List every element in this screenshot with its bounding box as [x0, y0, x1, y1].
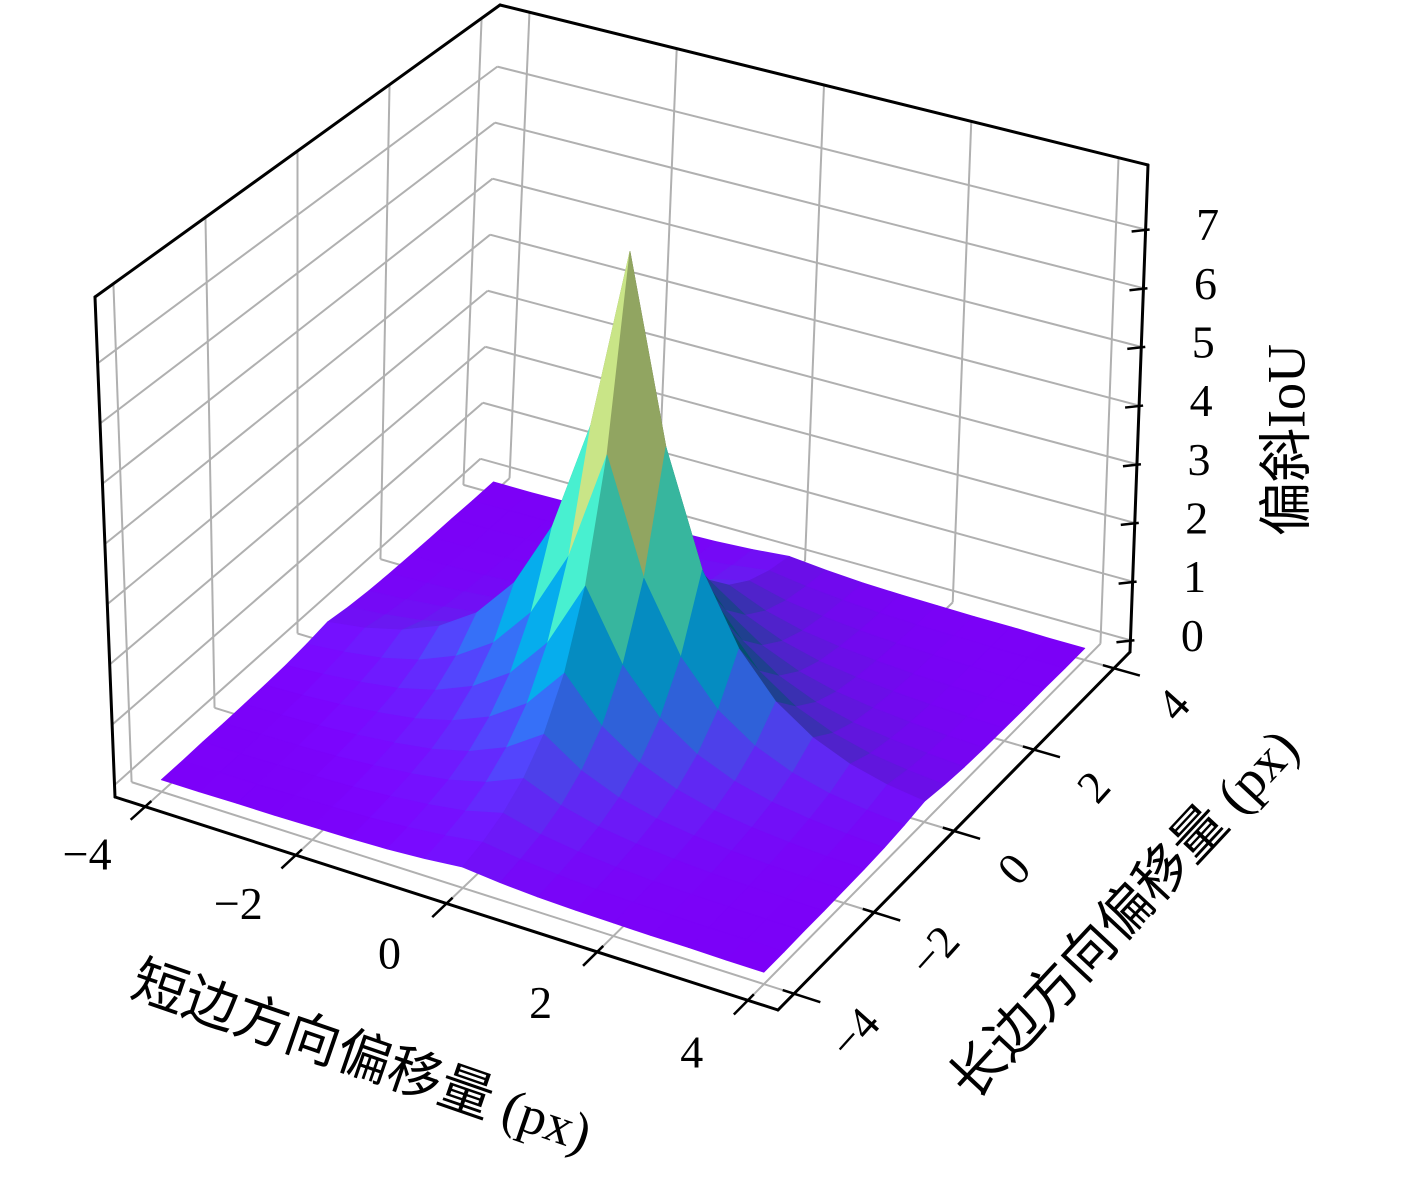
z-tick-label: 0: [1181, 610, 1204, 661]
z-tick-label: 3: [1187, 434, 1210, 485]
tick-mark: [582, 945, 605, 967]
tick-mark: [782, 988, 821, 1004]
surface-face: [725, 939, 785, 973]
x-tick-label: 4: [680, 1027, 703, 1078]
tick-mark: [129, 800, 153, 821]
z-tick-label: 5: [1192, 316, 1215, 367]
tick-mark: [732, 993, 755, 1016]
axis-line: [1128, 163, 1150, 654]
grid-line: [131, 781, 795, 995]
y-tick-label: 0: [987, 843, 1040, 894]
grid-line: [804, 84, 825, 562]
y-axis-label: 长边方向偏移量 (px): [938, 718, 1310, 1111]
tick-mark: [1122, 462, 1142, 468]
grid-line: [204, 217, 216, 708]
grid-line: [106, 289, 489, 606]
surface: [160, 251, 1086, 973]
tick-mark: [1131, 228, 1150, 233]
grid-line: [494, 121, 1144, 290]
grid-line: [111, 402, 484, 726]
z-tick-label: 7: [1196, 199, 1219, 250]
grid-line: [109, 345, 486, 666]
grid-line: [492, 177, 1142, 348]
grid-line: [487, 289, 1138, 466]
grid-line: [485, 345, 1136, 524]
y-tick-label: −2: [899, 916, 970, 987]
tick-mark: [1124, 404, 1144, 409]
tick-mark: [431, 896, 454, 919]
grid-line: [462, 18, 483, 485]
x-tick-label: 2: [529, 977, 552, 1028]
y-tick-label: −4: [819, 998, 890, 1069]
tick-mark: [1120, 521, 1139, 527]
grid-line: [112, 283, 133, 783]
grid-line: [113, 458, 482, 786]
z-tick-label: 2: [1185, 492, 1208, 543]
z-axis-label: 偏斜IoU: [1256, 344, 1316, 536]
tick-mark: [1118, 580, 1137, 585]
x-tick-label: −2: [214, 878, 263, 929]
tick-mark: [1022, 745, 1061, 759]
y-tick-label: 2: [1067, 761, 1120, 812]
z-tick-label: 4: [1190, 375, 1213, 426]
z-tick-label: 1: [1183, 551, 1206, 602]
axis-line: [498, 3, 1150, 167]
tick-mark: [942, 826, 981, 841]
grid-line: [489, 233, 1140, 407]
tick-mark: [1102, 663, 1141, 677]
x-tick-label: −4: [63, 828, 112, 879]
grid-line: [104, 233, 491, 545]
grid-line: [379, 84, 391, 560]
tick-mark: [1116, 639, 1135, 644]
x-tick-label: 0: [378, 928, 401, 979]
z-tick-label: 6: [1194, 258, 1217, 309]
grid-line: [101, 177, 494, 485]
tick-mark: [1127, 345, 1146, 351]
grid-line: [97, 65, 498, 365]
tick-mark: [1129, 286, 1148, 292]
grid-line: [99, 121, 496, 425]
grid-line: [508, 12, 531, 479]
grid-line: [951, 121, 973, 603]
x-axis-label: 短边方向偏移量 (px): [124, 950, 599, 1163]
grid-line: [497, 65, 1146, 231]
grid-line: [1099, 157, 1120, 644]
tick-mark: [280, 848, 303, 870]
axis-line: [93, 3, 502, 299]
y-tick-label: 4: [1147, 679, 1200, 730]
axis-line: [93, 295, 117, 799]
tick-mark: [862, 907, 901, 922]
